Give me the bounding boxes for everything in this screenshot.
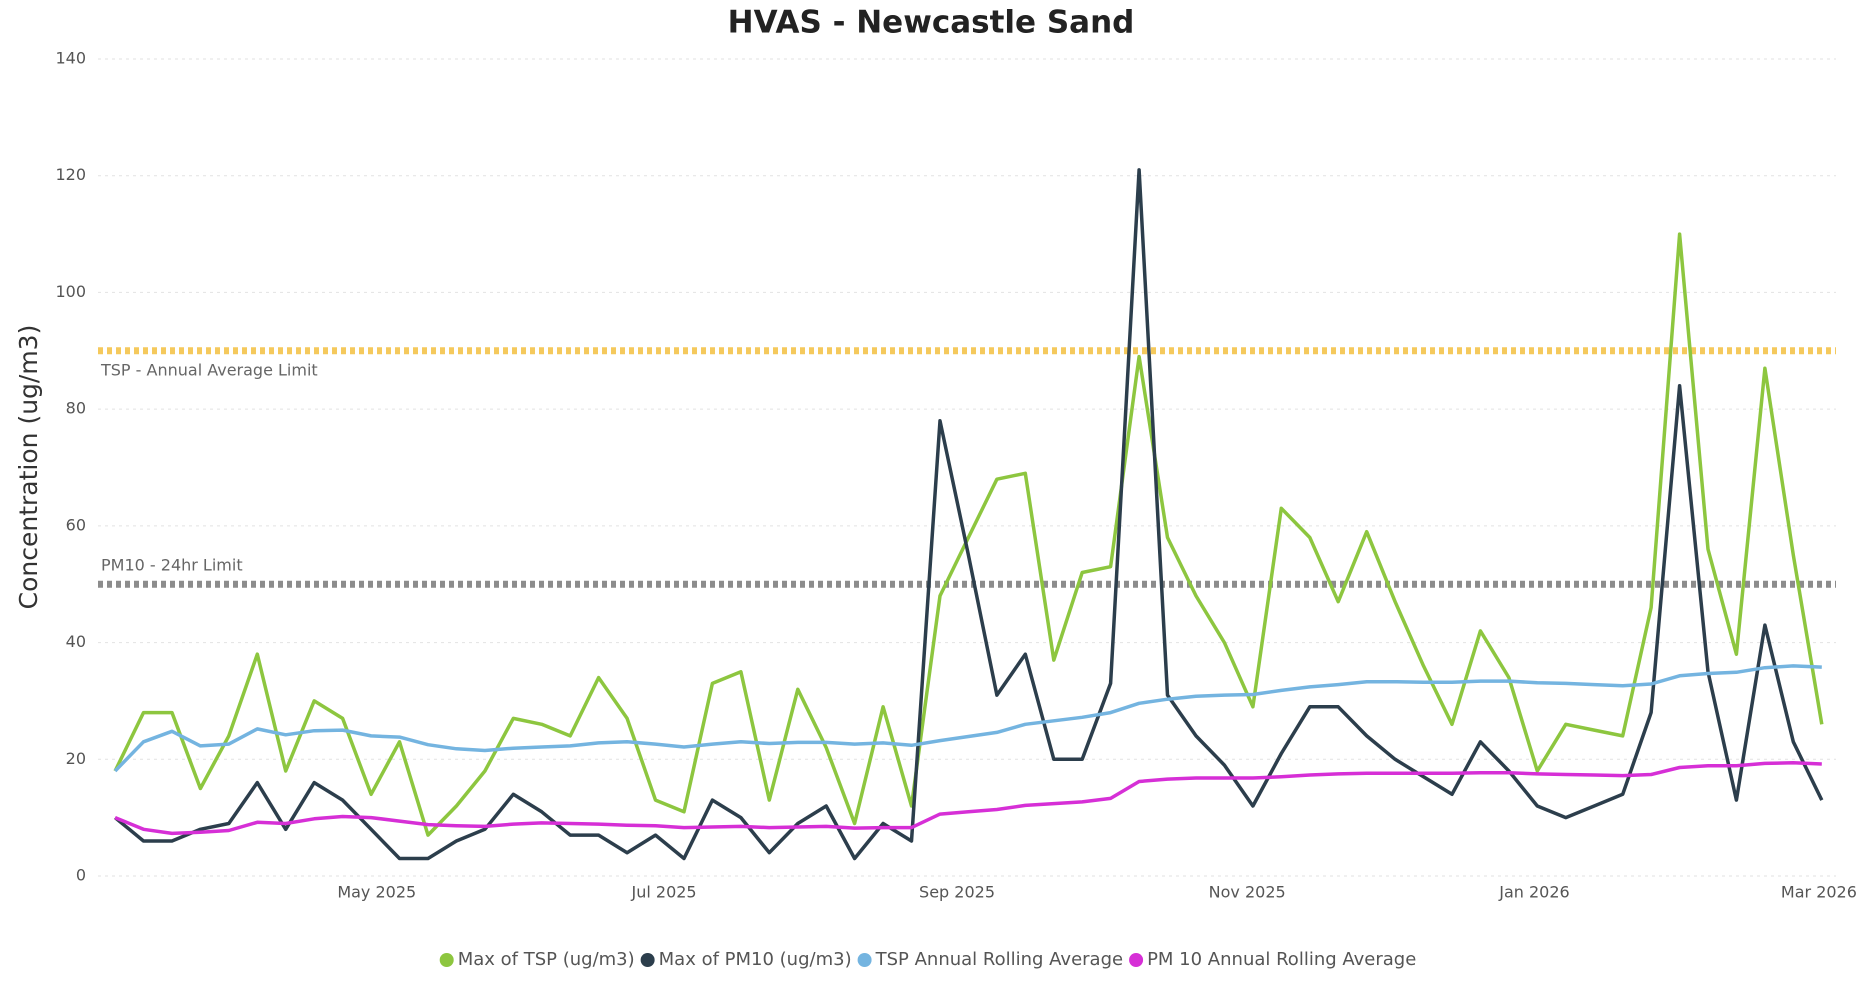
- series-line: [113, 232, 1824, 837]
- legend-label: TSP Annual Rolling Average: [875, 949, 1123, 970]
- x-tick-label: Sep 2025: [919, 883, 995, 902]
- x-tick-label: May 2025: [337, 883, 416, 902]
- y-tick-label: 20: [66, 749, 86, 768]
- chart-title: HVAS - Newcastle Sand: [728, 5, 1135, 41]
- reference-label: TSP - Annual Average Limit: [100, 360, 318, 379]
- series-line: [113, 168, 1824, 861]
- x-tick-label: Jan 2026: [1498, 883, 1569, 902]
- reference-label: PM10 - 24hr Limit: [101, 556, 243, 575]
- y-axis-title: Concentration (ug/m3): [14, 325, 43, 610]
- legend-marker: [857, 953, 872, 967]
- y-tick-label: 140: [55, 49, 86, 68]
- series-line: [113, 664, 1822, 773]
- x-tick-label: Mar 2026: [1781, 883, 1857, 902]
- x-tick-label: Nov 2025: [1209, 883, 1286, 902]
- legend-label: PM 10 Annual Rolling Average: [1147, 949, 1416, 970]
- x-tick-label: Jul 2025: [631, 883, 697, 902]
- legend-marker: [640, 953, 655, 967]
- y-tick-label: 60: [66, 515, 86, 534]
- y-tick-label: 0: [76, 866, 86, 885]
- y-tick-label: 40: [66, 632, 86, 651]
- y-tick-label: 120: [55, 165, 86, 184]
- y-tick-label: 100: [55, 282, 86, 301]
- legend-label: Max of TSP (ug/m3): [458, 949, 635, 970]
- series-line: [114, 761, 1822, 836]
- legend-marker: [1129, 953, 1144, 967]
- legend-marker: [439, 953, 454, 967]
- y-tick-label: 80: [66, 399, 86, 418]
- legend-label: Max of PM10 (ug/m3): [659, 949, 852, 970]
